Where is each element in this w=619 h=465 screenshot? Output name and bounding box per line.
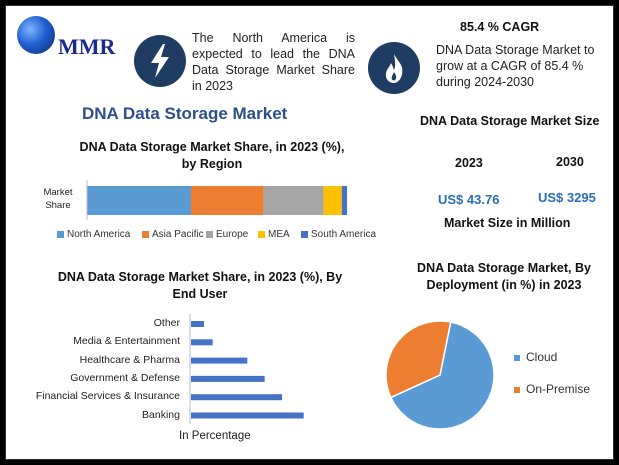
enduser-label-other: Other <box>153 317 180 329</box>
enduser-label-media-entertainment: Media & Entertainment <box>73 335 180 348</box>
region-chart-title: DNA Data Storage Market Share, in 2023 (… <box>79 140 345 171</box>
legend-label: Europe <box>216 229 249 240</box>
value-2023: US$ 43.76 <box>438 192 500 207</box>
enduser-bar-financial-services-insurance <box>191 394 282 401</box>
globe-logo-icon <box>17 16 55 54</box>
legend-swatch <box>514 386 520 393</box>
lightning-icon <box>134 35 186 87</box>
enduser-label-financial-services-insurance: Financial Services & Insurance <box>35 390 180 403</box>
pie-legend-on-premise: On-Premise <box>514 382 590 396</box>
deployment-pie-chart <box>385 320 495 430</box>
legend-label: Cloud <box>526 350 558 364</box>
enduser-xlabel: In Percentage <box>179 430 251 442</box>
legend-label: On-Premise <box>526 382 591 396</box>
legend-swatch <box>258 230 265 238</box>
market-size-heading: DNA Data Storage Market Size <box>420 114 600 128</box>
legend-swatch <box>142 230 149 238</box>
legend-label: Asia Pacific <box>152 229 204 240</box>
flame-icon <box>368 42 420 94</box>
region-segment-mea <box>323 186 342 215</box>
company-logo-text: MMR <box>58 34 116 59</box>
enduser-label-banking: Banking <box>142 408 180 421</box>
legend-swatch <box>301 230 308 238</box>
region-segment-asia-pacific <box>191 186 264 215</box>
value-2030: US$ 3295 <box>538 190 596 205</box>
legend-mea: MEA <box>258 229 290 240</box>
deployment-chart-title: DNA Data Storage Market, By Deployment (… <box>417 261 591 292</box>
enduser-bar-media-entertainment <box>191 339 213 346</box>
legend-asia-pacific: Asia Pacific <box>142 229 204 240</box>
region-category-label: Market Share <box>43 187 73 211</box>
enduser-bar-banking <box>191 412 304 419</box>
region-segment-north-america <box>87 186 191 215</box>
legend-north-america: North America <box>57 229 130 240</box>
legend-label: North America <box>67 229 131 240</box>
enduser-chart-title: DNA Data Storage Market Share, in 2023 (… <box>57 270 343 301</box>
cagr-heading: 85.4 % CAGR <box>460 20 540 34</box>
enduser-label-healthcare-pharma: Healthcare & Pharma <box>79 353 180 366</box>
legend-swatch <box>514 354 520 361</box>
legend-europe: Europe <box>206 229 248 240</box>
market-size-unit: Market Size in Million <box>444 216 571 230</box>
year-2023: 2023 <box>455 156 483 170</box>
cagr-text: DNA Data Storage Market to grow at a CAG… <box>436 43 595 89</box>
enduser-bar-chart <box>189 314 304 424</box>
enduser-bar-healthcare-pharma <box>191 357 248 364</box>
year-2030: 2030 <box>556 155 584 169</box>
region-segment-south-america <box>341 186 347 215</box>
legend-label: MEA <box>268 229 290 240</box>
pie-slice-on-premise <box>385 320 452 399</box>
pie-slice-cloud <box>389 321 495 430</box>
north-america-note: The North America is expected to lead th… <box>192 31 355 93</box>
region-segment-europe <box>263 186 324 215</box>
legend-label: South America <box>311 229 377 240</box>
enduser-label-government-defense: Government & Defense <box>70 371 180 384</box>
enduser-bar-government-defense <box>191 375 265 382</box>
infographic-frame <box>5 5 614 460</box>
region-stacked-bar <box>86 180 347 220</box>
enduser-bar-other <box>191 321 204 327</box>
legend-swatch <box>206 230 213 238</box>
pie-legend-cloud: Cloud <box>514 350 557 364</box>
legend-south-america: South America <box>301 229 376 240</box>
main-title: DNA Data Storage Market <box>82 104 288 123</box>
legend-swatch <box>57 230 64 238</box>
